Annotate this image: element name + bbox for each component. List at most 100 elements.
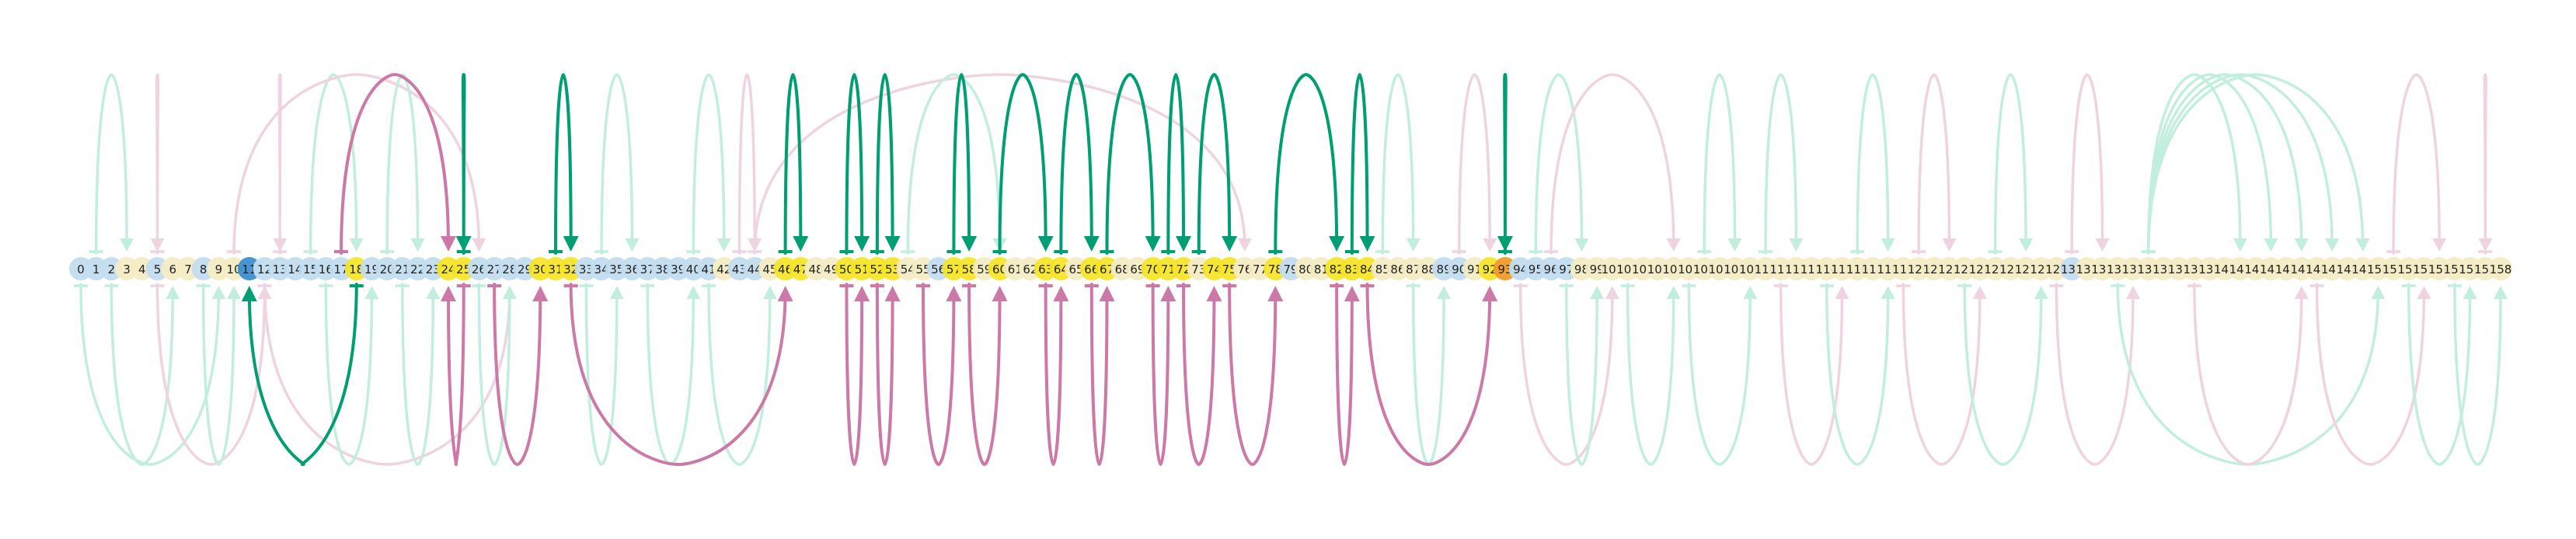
arc-arrowhead bbox=[1053, 286, 1069, 301]
arc-arrowhead bbox=[2264, 238, 2278, 252]
arc-arrowhead bbox=[961, 236, 978, 252]
token-node-label: 95 bbox=[1529, 263, 1543, 276]
arc-arrowhead bbox=[563, 236, 579, 252]
arc-path bbox=[2392, 73, 2441, 255]
token-node-label: 3 bbox=[123, 263, 131, 276]
token-node-label: 34 bbox=[594, 263, 609, 276]
token-node-label: 52 bbox=[870, 263, 884, 276]
arc-path bbox=[1197, 72, 1232, 255]
faint-arc-green bbox=[196, 283, 242, 466]
token-node-label: 94 bbox=[1513, 263, 1528, 276]
token-node-label: 77 bbox=[1253, 263, 1267, 276]
arc-path bbox=[79, 283, 221, 466]
arc-arrowhead bbox=[1160, 286, 1176, 301]
faint-arc-pink bbox=[1912, 73, 1957, 255]
token-node-label: 96 bbox=[1544, 263, 1559, 276]
arc-path bbox=[553, 72, 573, 255]
token-node-label: 46 bbox=[778, 263, 793, 276]
faint-arc-pink bbox=[2065, 73, 2110, 255]
token-node-label: 97 bbox=[1559, 263, 1574, 276]
arc-arrowhead bbox=[1222, 236, 1238, 252]
arc-path bbox=[967, 283, 1002, 467]
arc-arrowhead bbox=[410, 238, 425, 252]
faint-arc-green bbox=[1559, 283, 1605, 466]
token-node-label: 36 bbox=[625, 263, 640, 276]
arc-path bbox=[1089, 283, 1109, 467]
strong-arc-pink bbox=[839, 283, 870, 467]
token-node-label: 57 bbox=[946, 263, 961, 276]
token-node-label: 85 bbox=[1375, 263, 1390, 276]
faint-arc-pink bbox=[2386, 73, 2447, 255]
faint-arc-pink bbox=[273, 73, 288, 255]
arc-arrowhead bbox=[455, 236, 472, 252]
arc-arrowhead bbox=[1727, 238, 1742, 252]
arc-arrowhead bbox=[1789, 238, 1804, 252]
token-node-label: 1 bbox=[92, 263, 100, 276]
strong-arc-green bbox=[992, 72, 1054, 255]
arc-arrowhead bbox=[1406, 238, 1420, 252]
arc-path bbox=[1151, 283, 1170, 467]
arc-arrowhead bbox=[1666, 238, 1681, 252]
faint-arc-pink bbox=[227, 73, 486, 255]
token-node-label: 67 bbox=[1100, 263, 1114, 276]
strong-arc-green bbox=[455, 72, 472, 255]
arc-arrowhead bbox=[1835, 286, 1849, 299]
token-node-label: 0 bbox=[77, 263, 85, 276]
token-node-label: 40 bbox=[686, 263, 701, 276]
token-node-158: 158 bbox=[2489, 257, 2512, 280]
strong-arc-pink bbox=[1360, 283, 1498, 467]
token-node-label: 59 bbox=[977, 263, 992, 276]
token-node-label: 80 bbox=[1298, 263, 1313, 276]
faint-arc-green bbox=[319, 283, 379, 466]
faint-arcs-layer bbox=[74, 73, 2508, 466]
arc-arrowhead bbox=[227, 286, 242, 299]
arc-arrowhead bbox=[1437, 286, 1452, 299]
arc-arrowhead bbox=[2095, 238, 2110, 252]
faint-arc-pink bbox=[150, 73, 165, 255]
arc-arrowhead bbox=[777, 286, 793, 301]
token-node-label: 32 bbox=[563, 263, 578, 276]
strong-arc-pink bbox=[1084, 283, 1115, 467]
arc-path bbox=[1518, 283, 1614, 466]
token-node-label: 35 bbox=[609, 263, 624, 276]
faint-arc-pink bbox=[2478, 73, 2493, 255]
arc-path bbox=[845, 72, 864, 255]
token-node-label: 58 bbox=[962, 263, 977, 276]
arc-path bbox=[2483, 73, 2487, 255]
arc-path bbox=[1274, 72, 1339, 255]
arc-arrowhead bbox=[241, 286, 257, 301]
token-node-label: 37 bbox=[640, 263, 655, 276]
token-node-label: 8 bbox=[200, 263, 207, 276]
faint-arc-pink bbox=[2187, 283, 2309, 466]
arc-arrowhead bbox=[150, 238, 165, 252]
arc-path bbox=[1534, 73, 1584, 255]
strong-arc-green bbox=[946, 72, 978, 255]
arc-path bbox=[2055, 283, 2135, 466]
arc-path bbox=[1182, 283, 1216, 467]
faint-arc-pink bbox=[1544, 73, 1681, 255]
token-node-label: 75 bbox=[1222, 263, 1237, 276]
arc-path bbox=[737, 73, 756, 255]
arc-arrowhead bbox=[1482, 286, 1498, 301]
arc-arrowhead bbox=[1743, 286, 1758, 299]
arc-path bbox=[2146, 73, 2273, 255]
token-node-label: 39 bbox=[671, 263, 685, 276]
arc-arrowhead bbox=[1237, 238, 1252, 252]
arc-path bbox=[875, 283, 894, 467]
arc-arrowhead bbox=[1881, 286, 1895, 299]
strong-arc-pink bbox=[1222, 283, 1284, 467]
arc-arrowhead bbox=[211, 286, 226, 299]
arc-path bbox=[324, 283, 374, 466]
arc-arrowhead bbox=[625, 238, 640, 252]
strong-arc-green bbox=[548, 72, 579, 255]
arc-arrowhead bbox=[2294, 286, 2309, 299]
strong-arc-pink bbox=[441, 283, 471, 467]
token-node-label: 49 bbox=[824, 263, 838, 276]
arc-path bbox=[1549, 73, 1675, 255]
strong-arc-pink bbox=[1176, 283, 1222, 467]
arc-path bbox=[1350, 72, 1369, 255]
arc-arrowhead bbox=[532, 286, 549, 301]
arc-path bbox=[308, 73, 358, 255]
token-node-label: 19 bbox=[364, 263, 379, 276]
